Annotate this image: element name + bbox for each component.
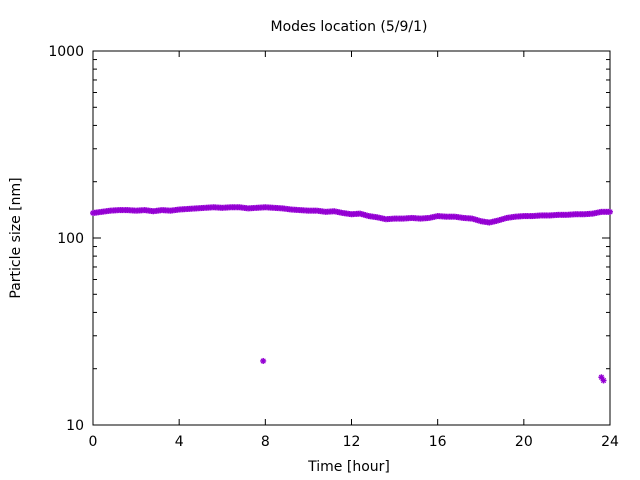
- data-point-stroke: [600, 377, 607, 384]
- y-tick-label: 10: [66, 418, 84, 434]
- data-point-stroke: [598, 374, 605, 380]
- data-point-stroke: [260, 358, 266, 364]
- x-tick-label: 0: [89, 434, 98, 450]
- x-tick-label: 12: [343, 434, 361, 450]
- plot-frame: [92, 50, 611, 426]
- x-tick-label: 16: [429, 434, 447, 450]
- data-points: [90, 204, 613, 384]
- x-tick-label: 8: [261, 434, 270, 450]
- x-tick-label: 20: [515, 434, 533, 450]
- data-point: [260, 357, 267, 364]
- y-axis-label: Particle size [nm]: [8, 177, 24, 298]
- x-tick-label: 4: [175, 434, 184, 450]
- data-point-stroke: [607, 209, 613, 215]
- chart-title: Modes location (5/9/1): [271, 19, 428, 35]
- y-tick-label: 100: [57, 231, 84, 247]
- x-tick-label: 24: [601, 434, 619, 450]
- data-point: [607, 208, 613, 215]
- axis-ticks: 0 4 8 12 16 20 24 10 100 1000: [48, 44, 619, 450]
- data-point: [600, 377, 607, 384]
- x-axis-label: Time [hour]: [307, 459, 390, 475]
- y-tick-label: 1000: [48, 44, 84, 60]
